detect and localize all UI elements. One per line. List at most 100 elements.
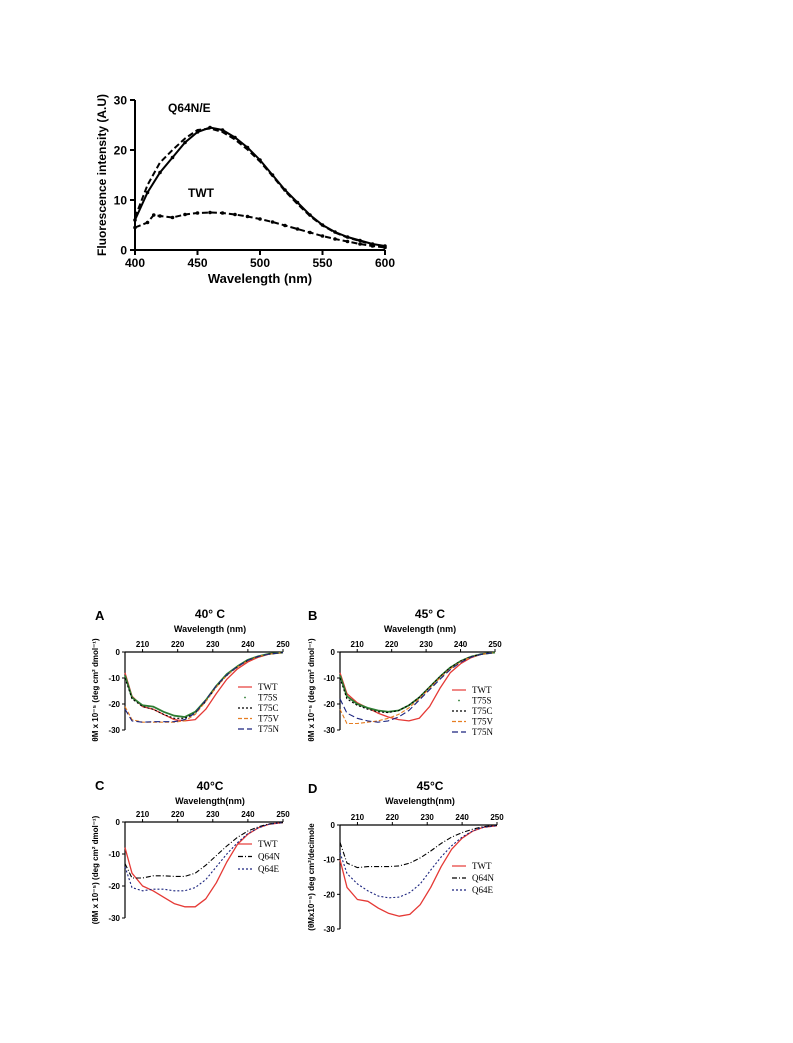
fluor-point [358, 242, 362, 246]
fluor-series-line-1 [134, 126, 386, 247]
panel-a-legend-label: T75C [258, 703, 279, 713]
panel-d-y-tick-label: -30 [323, 925, 335, 934]
fluor-point [320, 234, 325, 238]
panel-d-y-tick-label: -20 [323, 890, 335, 899]
fluor-point [151, 213, 156, 217]
panel-c-x-label: Wavelength(nm) [175, 796, 245, 806]
fluor-point [220, 128, 225, 132]
fluor-point [333, 237, 337, 241]
panel-a-y-tick-label: 0 [116, 648, 121, 657]
panel-a-y-tick-label: -20 [108, 700, 120, 709]
fluor-y-tick-label: 10 [114, 194, 128, 208]
panel-b-legend-label: T75N [472, 727, 493, 737]
panel-c-y-tick-label: 0 [116, 818, 121, 827]
panel-c-title: 40°C [197, 779, 224, 793]
panel-d-line-q64e [339, 825, 498, 899]
panel-c-line-q64n [124, 822, 284, 879]
fluor-point [345, 239, 350, 244]
panel-b-y-label: θM x 10⁻⁵ (deg cm² dmol⁻¹) [307, 638, 316, 742]
panel-a-x-tick-label: 240 [241, 640, 255, 649]
panel-d-x-tick-label: 250 [490, 813, 504, 822]
panel-a-x-tick-label: 220 [171, 640, 185, 649]
panel-b-x-tick-label: 220 [385, 640, 399, 649]
panel-b-x-tick-label: 230 [419, 640, 433, 649]
cd-panel-b: B 45° C Wavelength (nm) θM x 10⁻⁵ (deg cm² … [307, 607, 502, 742]
fluor-y-label: Fluorescence intensity (A.U) [95, 94, 109, 256]
panel-b-y-tick-label: -30 [323, 726, 335, 735]
fluor-point [133, 218, 137, 222]
panel-d-line-twt [339, 825, 498, 917]
fluor-point [183, 140, 187, 145]
fluor-point [258, 217, 262, 221]
panel-c-letter: C [95, 778, 105, 793]
fluor-point [283, 223, 287, 228]
panel-c-y-label: (θM x 10⁻⁵) (deg cm² dmol⁻¹) [91, 815, 100, 924]
panel-d-line-q64n [339, 824, 498, 869]
fluor-x-ticks: 400 450 500 550 600 [125, 250, 395, 270]
panel-c-line-twt [124, 821, 284, 908]
fluor-x-tick-label: 550 [312, 256, 332, 270]
panel-a-y-tick-label: -10 [108, 674, 120, 683]
fluor-y-tick-label: 20 [114, 144, 128, 158]
panel-b-x-tick-label: 250 [488, 640, 502, 649]
panel-d-y-tick-label: 0 [331, 821, 336, 830]
panel-d-x-label: Wavelength(nm) [385, 796, 455, 806]
panel-a-legend-swatch [244, 696, 246, 699]
panel-b-letter: B [308, 608, 317, 623]
fluor-y-ticks: 0 10 20 30 [114, 94, 135, 258]
cd-panel-d: D 45°C Wavelength(nm) (θMx10⁻⁵) deg cm²/dec… [307, 779, 504, 934]
panel-b-legend-label: T75C [472, 706, 493, 716]
panel-d-y-label: (θMx10⁻⁵) deg cm²/decimole [307, 823, 316, 931]
fluor-point [370, 244, 375, 248]
panel-d-x-tick-label: 240 [455, 813, 469, 822]
fluor-point [208, 210, 212, 215]
fluor-point [158, 170, 162, 175]
fluorescence-chart: 0 10 20 30 400 450 500 550 600 Q64N/E TWT Wavel… [95, 94, 395, 287]
panel-d-legend-label: Q64E [472, 885, 493, 895]
panel-d-x-tick-label: 230 [421, 813, 435, 822]
fluor-point [145, 190, 150, 195]
panel-b-title: 45° C [415, 607, 445, 621]
fluor-point [220, 211, 225, 215]
panel-d-letter: D [308, 781, 317, 796]
fluor-point [195, 211, 200, 215]
panel-b-line-t75s [339, 651, 496, 713]
panel-d-legend-label: Q64N [472, 873, 494, 883]
panel-b-x-label: Wavelength (nm) [384, 624, 456, 634]
fluor-x-tick-label: 500 [250, 256, 270, 270]
fluor-point [383, 245, 387, 250]
panel-b-legend-label: T75S [472, 696, 492, 706]
panel-a-legend-label: T75V [258, 714, 279, 724]
panel-c-x-tick-label: 250 [276, 810, 290, 819]
fluor-point [133, 225, 137, 230]
panel-a-y-tick-label: -30 [108, 726, 120, 735]
panel-b-x-tick-label: 210 [351, 640, 365, 649]
fluor-series-line-2 [134, 127, 386, 248]
panel-d-x-tick-label: 210 [351, 813, 365, 822]
panel-a-legend-label: T75N [258, 724, 279, 734]
panel-c-x-tick-label: 210 [136, 810, 150, 819]
panel-a-x-tick-label: 250 [276, 640, 290, 649]
panel-b-y-tick-label: -10 [323, 674, 335, 683]
panel-d-x-tick-label: 220 [386, 813, 400, 822]
fluor-x-tick-label: 450 [187, 256, 207, 270]
fluor-y-tick-label: 0 [120, 244, 127, 258]
fluor-annotation-q64ne: Q64N/E [168, 101, 211, 115]
panel-b-line-t75n [339, 651, 496, 723]
panel-a-legend-label: T75S [258, 693, 278, 703]
panel-c-legend-label: Q64E [258, 864, 279, 874]
panel-a-letter: A [95, 608, 105, 623]
fluor-point [183, 212, 187, 217]
panel-c-line-q64e [124, 822, 284, 892]
fluor-point [295, 227, 300, 231]
fluor-y-tick-label: 30 [114, 94, 128, 108]
panel-b-legend-swatch [458, 699, 460, 702]
panel-c-y-tick-label: -10 [108, 850, 120, 859]
fluor-x-tick-label: 400 [125, 256, 145, 270]
fluor-point [270, 220, 275, 224]
panel-a-line-t75c [124, 651, 284, 719]
cd-panel-a: A 40° C Wavelength (nm) θM x 10⁻⁵ (deg cm² … [91, 607, 290, 742]
panel-b-legend-label: TWT [472, 685, 492, 695]
panel-a-y-label: θM x 10⁻⁵ (deg cm² dmol⁻¹) [91, 638, 100, 742]
